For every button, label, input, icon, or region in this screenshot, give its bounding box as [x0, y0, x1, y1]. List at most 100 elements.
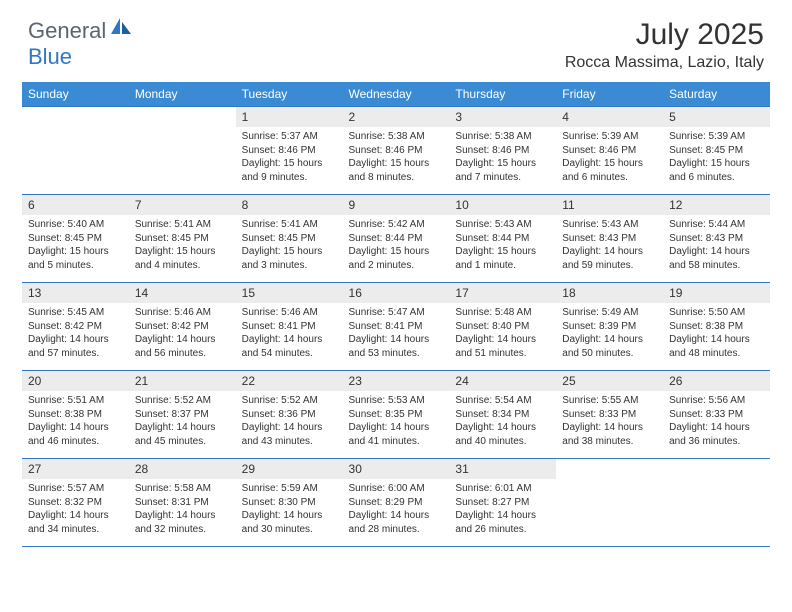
day-number: 26: [663, 371, 770, 391]
day-header: Saturday: [663, 82, 770, 107]
day-number: 18: [556, 283, 663, 303]
empty-cell: [129, 107, 236, 195]
day-cell: 26Sunrise: 5:56 AMSunset: 8:33 PMDayligh…: [663, 371, 770, 459]
day-number: 1: [236, 107, 343, 127]
day-number: 13: [22, 283, 129, 303]
day-cell: 6Sunrise: 5:40 AMSunset: 8:45 PMDaylight…: [22, 195, 129, 283]
day-number: 3: [449, 107, 556, 127]
day-cell: 9Sunrise: 5:42 AMSunset: 8:44 PMDaylight…: [343, 195, 450, 283]
day-cell: 28Sunrise: 5:58 AMSunset: 8:31 PMDayligh…: [129, 459, 236, 547]
calendar-row: 13Sunrise: 5:45 AMSunset: 8:42 PMDayligh…: [22, 283, 770, 371]
day-number: 12: [663, 195, 770, 215]
calendar-table: SundayMondayTuesdayWednesdayThursdayFrid…: [22, 82, 770, 548]
day-details: Sunrise: 5:59 AMSunset: 8:30 PMDaylight:…: [236, 479, 343, 546]
day-cell: 10Sunrise: 5:43 AMSunset: 8:44 PMDayligh…: [449, 195, 556, 283]
day-cell: 24Sunrise: 5:54 AMSunset: 8:34 PMDayligh…: [449, 371, 556, 459]
day-cell: 23Sunrise: 5:53 AMSunset: 8:35 PMDayligh…: [343, 371, 450, 459]
day-cell: 12Sunrise: 5:44 AMSunset: 8:43 PMDayligh…: [663, 195, 770, 283]
day-number: 7: [129, 195, 236, 215]
day-number: 25: [556, 371, 663, 391]
header: General July 2025 Rocca Massima, Lazio, …: [0, 0, 792, 82]
day-details: Sunrise: 5:58 AMSunset: 8:31 PMDaylight:…: [129, 479, 236, 546]
day-details: Sunrise: 5:49 AMSunset: 8:39 PMDaylight:…: [556, 303, 663, 370]
day-cell: 15Sunrise: 5:46 AMSunset: 8:41 PMDayligh…: [236, 283, 343, 371]
day-details: Sunrise: 6:00 AMSunset: 8:29 PMDaylight:…: [343, 479, 450, 546]
day-details: Sunrise: 5:42 AMSunset: 8:44 PMDaylight:…: [343, 215, 450, 282]
day-number: 20: [22, 371, 129, 391]
calendar-row: 20Sunrise: 5:51 AMSunset: 8:38 PMDayligh…: [22, 371, 770, 459]
day-details: Sunrise: 5:55 AMSunset: 8:33 PMDaylight:…: [556, 391, 663, 458]
calendar-row: 27Sunrise: 5:57 AMSunset: 8:32 PMDayligh…: [22, 459, 770, 547]
day-cell: 7Sunrise: 5:41 AMSunset: 8:45 PMDaylight…: [129, 195, 236, 283]
day-number: 27: [22, 459, 129, 479]
day-number: 9: [343, 195, 450, 215]
day-cell: 16Sunrise: 5:47 AMSunset: 8:41 PMDayligh…: [343, 283, 450, 371]
day-cell: 11Sunrise: 5:43 AMSunset: 8:43 PMDayligh…: [556, 195, 663, 283]
day-details: Sunrise: 5:52 AMSunset: 8:37 PMDaylight:…: [129, 391, 236, 458]
day-cell: 30Sunrise: 6:00 AMSunset: 8:29 PMDayligh…: [343, 459, 450, 547]
day-cell: 29Sunrise: 5:59 AMSunset: 8:30 PMDayligh…: [236, 459, 343, 547]
day-number: 24: [449, 371, 556, 391]
day-cell: 19Sunrise: 5:50 AMSunset: 8:38 PMDayligh…: [663, 283, 770, 371]
day-header: Wednesday: [343, 82, 450, 107]
day-header: Thursday: [449, 82, 556, 107]
day-details: Sunrise: 5:46 AMSunset: 8:41 PMDaylight:…: [236, 303, 343, 370]
location: Rocca Massima, Lazio, Italy: [565, 54, 764, 72]
day-cell: 4Sunrise: 5:39 AMSunset: 8:46 PMDaylight…: [556, 107, 663, 195]
logo-sail-icon: [110, 17, 132, 40]
day-details: Sunrise: 5:56 AMSunset: 8:33 PMDaylight:…: [663, 391, 770, 458]
day-details: Sunrise: 5:39 AMSunset: 8:45 PMDaylight:…: [663, 127, 770, 194]
day-number: 16: [343, 283, 450, 303]
empty-cell: [663, 459, 770, 547]
day-number: 15: [236, 283, 343, 303]
day-cell: 27Sunrise: 5:57 AMSunset: 8:32 PMDayligh…: [22, 459, 129, 547]
day-number: 8: [236, 195, 343, 215]
day-details: Sunrise: 5:54 AMSunset: 8:34 PMDaylight:…: [449, 391, 556, 458]
title-block: July 2025 Rocca Massima, Lazio, Italy: [565, 18, 764, 72]
day-details: Sunrise: 5:39 AMSunset: 8:46 PMDaylight:…: [556, 127, 663, 194]
day-number: 4: [556, 107, 663, 127]
day-number: 21: [129, 371, 236, 391]
calendar-bottom-border: [22, 547, 770, 548]
day-cell: 13Sunrise: 5:45 AMSunset: 8:42 PMDayligh…: [22, 283, 129, 371]
logo-text-blue: Blue: [28, 44, 72, 69]
day-details: Sunrise: 5:50 AMSunset: 8:38 PMDaylight:…: [663, 303, 770, 370]
day-details: Sunrise: 5:57 AMSunset: 8:32 PMDaylight:…: [22, 479, 129, 546]
day-number: 6: [22, 195, 129, 215]
calendar-body: 1Sunrise: 5:37 AMSunset: 8:46 PMDaylight…: [22, 107, 770, 548]
day-cell: 17Sunrise: 5:48 AMSunset: 8:40 PMDayligh…: [449, 283, 556, 371]
day-details: Sunrise: 6:01 AMSunset: 8:27 PMDaylight:…: [449, 479, 556, 546]
day-header: Sunday: [22, 82, 129, 107]
day-number: 11: [556, 195, 663, 215]
day-details: Sunrise: 5:41 AMSunset: 8:45 PMDaylight:…: [236, 215, 343, 282]
day-cell: 8Sunrise: 5:41 AMSunset: 8:45 PMDaylight…: [236, 195, 343, 283]
day-details: Sunrise: 5:37 AMSunset: 8:46 PMDaylight:…: [236, 127, 343, 194]
day-cell: 3Sunrise: 5:38 AMSunset: 8:46 PMDaylight…: [449, 107, 556, 195]
day-details: Sunrise: 5:52 AMSunset: 8:36 PMDaylight:…: [236, 391, 343, 458]
day-number: 22: [236, 371, 343, 391]
day-cell: 20Sunrise: 5:51 AMSunset: 8:38 PMDayligh…: [22, 371, 129, 459]
day-number: 19: [663, 283, 770, 303]
logo: General: [28, 18, 134, 44]
day-cell: 5Sunrise: 5:39 AMSunset: 8:45 PMDaylight…: [663, 107, 770, 195]
day-number: 5: [663, 107, 770, 127]
day-number: 17: [449, 283, 556, 303]
day-number: 14: [129, 283, 236, 303]
empty-cell: [22, 107, 129, 195]
day-header: Monday: [129, 82, 236, 107]
day-details: Sunrise: 5:40 AMSunset: 8:45 PMDaylight:…: [22, 215, 129, 282]
logo-text-general: General: [28, 18, 106, 44]
day-cell: 25Sunrise: 5:55 AMSunset: 8:33 PMDayligh…: [556, 371, 663, 459]
day-cell: 21Sunrise: 5:52 AMSunset: 8:37 PMDayligh…: [129, 371, 236, 459]
day-details: Sunrise: 5:44 AMSunset: 8:43 PMDaylight:…: [663, 215, 770, 282]
day-number: 10: [449, 195, 556, 215]
calendar-row: 1Sunrise: 5:37 AMSunset: 8:46 PMDaylight…: [22, 107, 770, 195]
day-cell: 18Sunrise: 5:49 AMSunset: 8:39 PMDayligh…: [556, 283, 663, 371]
day-details: Sunrise: 5:53 AMSunset: 8:35 PMDaylight:…: [343, 391, 450, 458]
day-number: 30: [343, 459, 450, 479]
day-details: Sunrise: 5:43 AMSunset: 8:44 PMDaylight:…: [449, 215, 556, 282]
day-cell: 31Sunrise: 6:01 AMSunset: 8:27 PMDayligh…: [449, 459, 556, 547]
day-cell: 2Sunrise: 5:38 AMSunset: 8:46 PMDaylight…: [343, 107, 450, 195]
day-details: Sunrise: 5:47 AMSunset: 8:41 PMDaylight:…: [343, 303, 450, 370]
day-details: Sunrise: 5:45 AMSunset: 8:42 PMDaylight:…: [22, 303, 129, 370]
